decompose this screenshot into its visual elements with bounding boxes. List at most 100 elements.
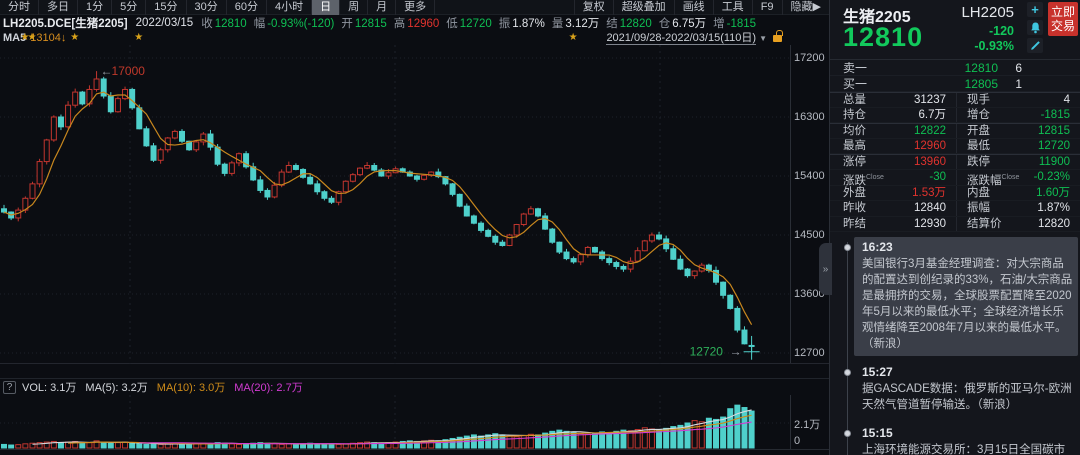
symbol-label: LH2205.DCE[生猪2205] (3, 18, 128, 30)
stat-row-均价: 均价 12822 开盘 12815 (830, 123, 1080, 139)
period-tab-更多[interactable]: 更多 (396, 0, 436, 15)
menu-工具[interactable]: 工具 (712, 0, 752, 15)
field-高: 高 12960 (393, 18, 440, 30)
price-change: -120 -0.93% (974, 24, 1014, 54)
field-幅: 幅 -0.93%(-120) (253, 18, 335, 30)
ma-indicator-bar: MA5 13104↓ 2021/09/28-2022/03/15(110日) ▼… (0, 29, 829, 45)
news-feed: 16:23 美国银行3月基金经理调查：对大宗商品的配置达到创纪录的33%，石油/大… (830, 232, 1080, 455)
alert-button[interactable] (1027, 20, 1043, 35)
period-tab-4小时[interactable]: 4小时 (267, 0, 313, 15)
period-tab-30分[interactable]: 30分 (187, 0, 227, 15)
field-振: 振 1.87% (498, 18, 545, 30)
trade-date: 2022/03/15 (135, 17, 194, 29)
quote-stats: 总量 31237 现手 4 持仓 6.7万 增仓 -1815 均价 12822 开盘 12815 最高 1… (830, 92, 1080, 233)
change-percent: -0.93% (974, 39, 1014, 53)
event-star-icon: ★ (134, 32, 144, 43)
vol-indicator-2: MA(10): 3.0万 (156, 382, 226, 394)
quote-info-bar: LH2205.DCE[生猪2205] 2022/03/15 收 12810 幅 -0.… (0, 15, 829, 31)
x-axis-strip (0, 364, 829, 378)
field-量: 量 3.12万 (551, 18, 600, 30)
book-row-买一[interactable]: 买一 12805 1 (830, 76, 1080, 92)
last-price: 12810 (843, 22, 924, 52)
stat-row-涨跌: 涨跌Close -30 涨跌幅Close -0.23% (830, 169, 1080, 187)
vol-indicator-3: MA(20): 2.7万 (234, 382, 303, 394)
pencil-icon (1030, 41, 1040, 50)
event-star-icon: ★ (568, 32, 578, 43)
candlestick-chart[interactable]: ← 17000 12720 → (0, 45, 790, 364)
price-chart-area[interactable]: ← 17000 12720 → 17200 16300 15400 14500 13600 12… (0, 45, 829, 364)
news-time: 15:27 (862, 365, 893, 380)
vol-tick-top: 2.1万 (794, 419, 821, 431)
news-timeline (847, 242, 848, 455)
trade-now-button[interactable]: 立即交易 (1048, 2, 1078, 36)
chevron-down-icon[interactable]: ▼ (759, 33, 767, 43)
contract-code: LH2205 (961, 4, 1014, 21)
help-icon[interactable]: ? (3, 380, 16, 394)
quote-panel: 生猪2205 LH2205 12810 -120 -0.93% + 立即交易 卖… (830, 0, 1080, 455)
change-value: -120 (988, 24, 1014, 38)
book-row-卖一[interactable]: 卖一 12810 6 (830, 60, 1080, 76)
period-tab-周[interactable]: 周 (340, 0, 369, 15)
volume-chart[interactable] (0, 395, 790, 450)
menu-F9[interactable]: F9 (751, 0, 782, 15)
period-tab-5分[interactable]: 5分 (112, 0, 147, 15)
quote-icon-column: + (1026, 2, 1044, 56)
field-仓: 仓 6.75万 (658, 18, 707, 30)
svg-text:→: → (730, 345, 742, 359)
event-star-icon: ★ (20, 32, 30, 43)
news-item-15:27[interactable]: 15:27 据GASCADE数据：俄罗斯的亚马尔-欧洲天然气管道暂停输送。（新浪） (843, 362, 1078, 417)
volume-chart-area[interactable]: 2.1万 0 (0, 395, 829, 450)
field-开: 开 12815 (341, 18, 387, 30)
unlock-icon[interactable] (773, 29, 783, 42)
price-tick-16300: 16300 (794, 111, 825, 123)
news-time: 16:23 (862, 240, 893, 255)
vol-tick-zero: 0 (794, 435, 801, 447)
svg-text:17000: 17000 (112, 64, 146, 78)
stat-row-总量: 总量 31237 现手 4 (830, 92, 1080, 108)
price-tick-12700: 12700 (794, 347, 825, 359)
menu-超级叠加[interactable]: 超级叠加 (612, 0, 674, 15)
news-item-16:23[interactable]: 16:23 美国银行3月基金经理调查：对大宗商品的配置达到创纪录的33%，石油/大… (843, 237, 1078, 357)
vol-indicator-0: VOL: 3.1万 (22, 382, 77, 394)
svg-text:12720: 12720 (690, 345, 724, 359)
plus-icon: + (1031, 2, 1039, 17)
contract-name: 生猪2205 (843, 9, 911, 26)
period-tab-分时[interactable]: 分时 (0, 0, 39, 15)
period-tab-15分[interactable]: 15分 (146, 0, 187, 15)
vol-indicator-1: MA(5): 3.2万 (85, 382, 148, 394)
event-star-icon: ★ (27, 32, 37, 43)
price-tick-15400: 15400 (794, 170, 825, 182)
menu-画线[interactable]: 画线 (673, 0, 713, 15)
field-低: 低 12720 (446, 18, 492, 30)
menu-隐藏▶[interactable]: 隐藏▶ (781, 0, 829, 15)
news-text: 上海环境能源交易所：3月15日全国碳市场碳排放配额（CEA）挂牌协议交易成交量7… (862, 444, 1066, 455)
price-tick-13600: 13600 (794, 288, 825, 300)
period-tab-60分[interactable]: 60分 (227, 0, 267, 15)
bell-icon (1030, 22, 1040, 33)
quote-header: 生猪2205 LH2205 12810 -120 -0.93% + 立即交易 (830, 0, 1080, 60)
period-toolbar: 分时 多日 1分 5分 15分 30分 60分 4小时日周月更多 复权 超级叠加 画线 工具 F9 隐藏… (0, 0, 829, 15)
period-tab-日[interactable]: 日 (312, 0, 341, 15)
ma5-value: 13104↓ (30, 32, 67, 44)
date-range-selector[interactable]: 2021/09/28-2022/03/15(110日) (606, 31, 757, 45)
news-text: 美国银行3月基金经理调查：对大宗商品的配置达到创纪录的33%，石油/大宗商品是最… (862, 258, 1073, 351)
panel-collapse-handle[interactable]: » (819, 243, 832, 295)
menu-复权[interactable]: 复权 (573, 0, 613, 15)
field-结: 结 12820 (606, 18, 652, 30)
stat-row-昨收: 昨收 12840 振幅 1.87% (830, 201, 1080, 217)
period-tab-多日[interactable]: 多日 (39, 0, 78, 15)
stat-row-外盘: 外盘 1.53万 内盘 1.60万 (830, 185, 1080, 202)
timeline-dot (843, 430, 851, 438)
period-tab-1分[interactable]: 1分 (78, 0, 113, 15)
field-收: 收 12810 (201, 18, 247, 30)
chart-column: 分时 多日 1分 5分 15分 30分 60分 4小时日周月更多 复权 超级叠加 画线 工具 F9 隐藏… (0, 0, 830, 455)
price-tick-14500: 14500 (794, 229, 825, 241)
stat-row-昨结: 昨结 12930 结算价 12820 (830, 216, 1080, 233)
draw-button[interactable] (1027, 38, 1043, 53)
news-item-15:15[interactable]: 15:15 上海环境能源交易所：3月15日全国碳市场碳排放配额（CEA）挂牌协议交… (843, 423, 1078, 455)
period-tab-月[interactable]: 月 (368, 0, 397, 15)
field-增: 增 -1815 (713, 18, 757, 30)
order-book: 卖一 12810 6 买一 12805 1 (830, 60, 1080, 92)
add-watchlist-button[interactable]: + (1027, 2, 1043, 17)
